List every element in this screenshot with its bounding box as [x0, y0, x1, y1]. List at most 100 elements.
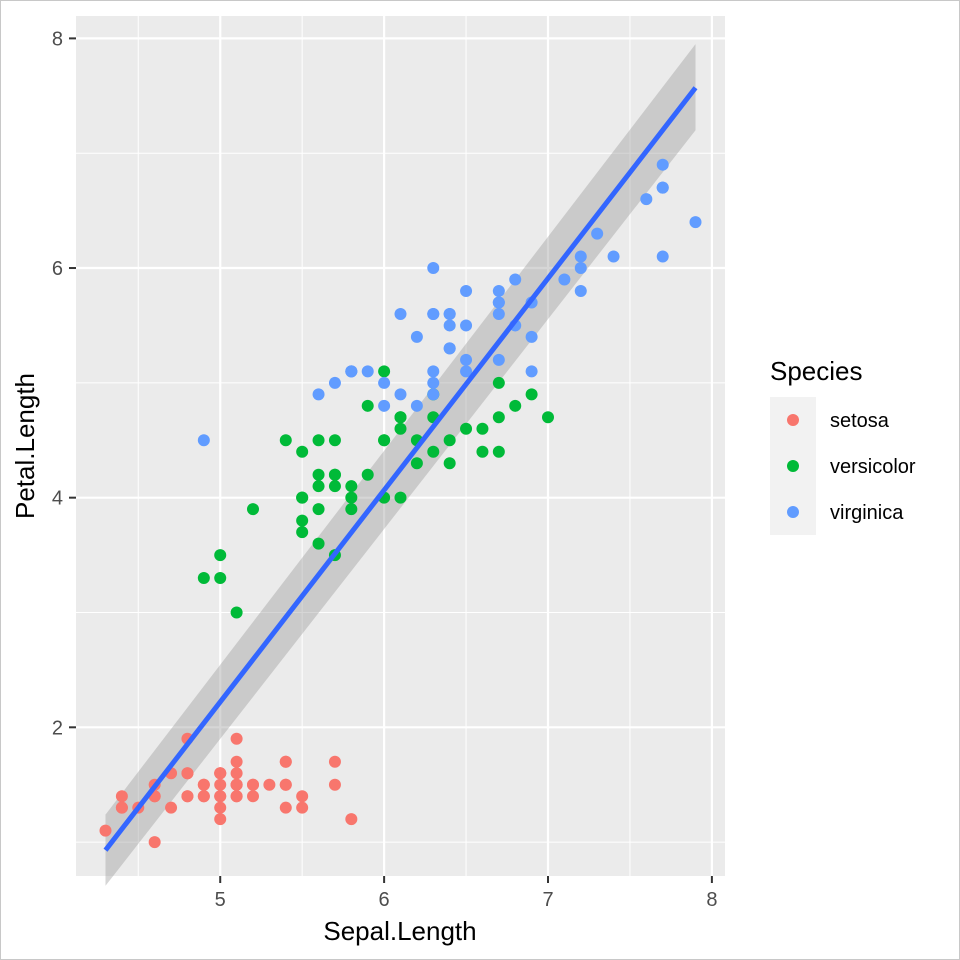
point-versicolor — [312, 434, 325, 447]
point-virginica — [607, 250, 620, 263]
x-tick-label: 5 — [215, 889, 226, 911]
point-versicolor — [476, 422, 489, 435]
y-tick-label: 4 — [52, 488, 63, 510]
point-setosa — [214, 790, 227, 803]
point-virginica — [328, 376, 341, 389]
point-virginica — [427, 388, 440, 401]
point-versicolor — [345, 503, 358, 516]
regression-line — [103, 86, 698, 852]
point-virginica — [427, 262, 440, 275]
point-versicolor — [312, 468, 325, 481]
point-setosa — [247, 790, 259, 803]
point-versicolor — [230, 606, 243, 619]
point-virginica — [460, 284, 473, 297]
point-virginica — [378, 376, 391, 389]
point-virginica — [378, 399, 391, 412]
point-versicolor — [214, 549, 227, 562]
point-versicolor — [476, 445, 489, 458]
point-virginica — [656, 158, 669, 171]
point-versicolor — [296, 526, 309, 539]
point-virginica — [410, 399, 423, 412]
point-versicolor — [328, 434, 341, 447]
y-tick-label: 8 — [52, 28, 63, 50]
point-versicolor — [394, 491, 407, 504]
point-virginica — [410, 330, 423, 343]
point-setosa — [279, 755, 292, 768]
point-virginica — [460, 365, 473, 378]
point-versicolor — [214, 572, 227, 585]
point-versicolor — [378, 365, 391, 378]
point-virginica — [443, 342, 456, 355]
point-versicolor — [509, 399, 522, 412]
point-setosa — [279, 778, 292, 791]
point-virginica — [312, 388, 325, 401]
point-versicolor — [361, 468, 374, 481]
point-virginica — [345, 365, 358, 378]
point-virginica — [197, 434, 210, 447]
point-setosa — [214, 801, 227, 814]
point-versicolor — [312, 480, 325, 493]
point-virginica — [361, 365, 374, 378]
legend-label-setosa: setosa — [830, 410, 890, 432]
point-setosa — [263, 778, 276, 791]
point-setosa — [279, 801, 292, 814]
point-versicolor — [542, 411, 554, 424]
point-virginica — [525, 365, 538, 378]
point-setosa — [247, 778, 259, 791]
point-setosa — [214, 778, 227, 791]
point-setosa — [115, 801, 128, 814]
fit-line — [103, 86, 698, 852]
point-versicolor — [312, 503, 325, 516]
y-tick-label: 6 — [52, 258, 63, 280]
point-setosa — [230, 732, 243, 745]
point-setosa — [230, 755, 243, 768]
point-setosa — [197, 778, 210, 791]
x-tick-label: 6 — [379, 889, 390, 911]
point-versicolor — [427, 445, 440, 458]
point-virginica — [427, 365, 440, 378]
point-versicolor — [525, 388, 538, 401]
point-virginica — [443, 319, 456, 332]
point-versicolor — [345, 491, 358, 504]
legend-key-versicolor — [787, 460, 799, 472]
legend-key-virginica — [787, 506, 799, 518]
point-virginica — [460, 353, 473, 366]
legend-label-virginica: virginica — [830, 502, 904, 524]
point-virginica — [591, 227, 604, 240]
point-setosa — [165, 801, 178, 814]
point-versicolor — [328, 480, 341, 493]
point-versicolor — [460, 422, 473, 435]
point-versicolor — [394, 411, 407, 424]
point-versicolor — [361, 399, 374, 412]
point-virginica — [492, 284, 505, 297]
point-setosa — [115, 790, 128, 803]
point-setosa — [181, 790, 194, 803]
point-virginica — [656, 181, 669, 194]
x-tick-label: 8 — [706, 889, 717, 911]
point-versicolor — [279, 434, 292, 447]
point-versicolor — [345, 480, 358, 493]
point-virginica — [509, 273, 522, 286]
point-virginica — [443, 307, 456, 320]
y-tick-label: 2 — [52, 717, 63, 739]
point-setosa — [214, 813, 227, 826]
legend-title: Species — [770, 356, 863, 386]
x-tick-label: 7 — [542, 889, 553, 911]
point-setosa — [328, 778, 341, 791]
x-axis-title: Sepal.Length — [323, 916, 476, 946]
point-virginica — [656, 250, 669, 263]
minor-gridlines — [76, 16, 725, 876]
point-virginica — [427, 307, 440, 320]
plot-panel — [76, 16, 725, 876]
point-versicolor — [328, 468, 341, 481]
point-virginica — [689, 216, 702, 229]
point-setosa — [99, 824, 112, 837]
y-axis: 2 4 6 8 — [52, 28, 76, 739]
point-setosa — [148, 836, 161, 849]
point-versicolor — [378, 434, 391, 447]
point-virginica — [558, 273, 571, 286]
point-versicolor — [443, 434, 456, 447]
point-versicolor — [312, 537, 325, 550]
point-versicolor — [247, 503, 259, 516]
point-virginica — [574, 284, 587, 297]
